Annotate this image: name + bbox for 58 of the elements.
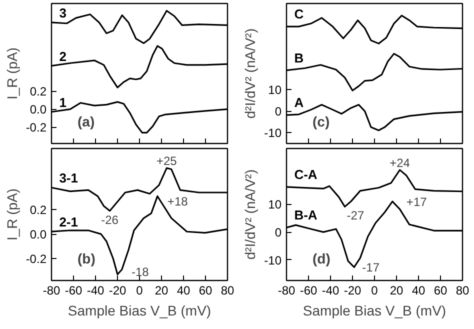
x-tick-label: -40 [86, 284, 104, 298]
x-tick-label: 40 [412, 284, 426, 298]
legend-label: A [294, 95, 304, 110]
series-label: 3-1 [59, 170, 78, 186]
y-tick-label: 0.2 [30, 84, 47, 99]
y-tick-label: 0.0 [30, 228, 47, 242]
legend-label: 1 [59, 94, 66, 110]
y-axis-title: d²I/dV² (nA/V²) [242, 169, 258, 260]
y-tick-label: 0 [274, 226, 282, 240]
x-tick-label: 80 [220, 284, 234, 298]
series-label: 2 [59, 48, 66, 64]
x-tick-label: 40 [176, 284, 190, 298]
annotation: +18 [167, 194, 188, 209]
x-tick-label: 60 [434, 284, 448, 298]
annotation: -26 [101, 212, 119, 227]
series-label: C [294, 6, 304, 22]
annotation: (d) [312, 250, 330, 266]
x-tick-label: -60 [64, 284, 82, 298]
y-tick-label: -0.2 [26, 120, 47, 135]
annotation: (a) [78, 114, 95, 130]
x-tick-label: -60 [300, 284, 318, 298]
x-tick-label: -80 [278, 284, 296, 298]
x-axis-title: Sample Bias V_B (mV) [302, 302, 446, 318]
series-label: C-A [294, 166, 318, 182]
series-label: 2-1 [59, 214, 78, 230]
y-tick-label: 10 [268, 83, 282, 98]
series-label: B-A [294, 208, 318, 223]
series-label: B [294, 50, 304, 66]
y-tick-label: 0.2 [30, 203, 47, 218]
annotation: +24 [390, 156, 410, 170]
y-tick-label: 0.0 [30, 102, 47, 117]
x-tick-label: 20 [390, 284, 404, 298]
y-tick-label: 0 [274, 104, 282, 119]
x-tick-label: -40 [322, 284, 340, 298]
annotation: -27 [346, 208, 364, 223]
annotation: -18 [132, 264, 150, 279]
series-label: 3 [59, 5, 66, 20]
x-tick-label: 0 [371, 284, 378, 298]
x-tick-label: -80 [42, 284, 60, 298]
x-tick-label: -20 [108, 284, 126, 298]
y-tick-label: -0.2 [26, 252, 47, 266]
x-tick-label: 80 [456, 284, 470, 298]
x-tick-label: 0 [136, 284, 144, 298]
x-tick-label: 20 [154, 284, 168, 298]
annotation: (c) [312, 114, 330, 130]
y-tick-label: -10 [264, 253, 282, 268]
x-tick-label: -20 [344, 284, 362, 298]
y-axis-title: d²I/dV² (nA/V²) [242, 28, 258, 119]
x-axis-title: Sample Bias V_B (mV) [68, 302, 212, 318]
y-axis-title: I_R (pA) [4, 188, 20, 241]
annotation: +17 [406, 194, 428, 209]
y-tick-label: -10 [264, 126, 282, 140]
annotation: (b) [78, 250, 96, 266]
y-axis-title: I_R (pA) [4, 47, 20, 100]
annotation: +25 [156, 154, 178, 168]
y-tick-label: 10 [268, 198, 282, 212]
annotation: -17 [362, 260, 380, 275]
x-tick-label: 60 [198, 284, 212, 298]
